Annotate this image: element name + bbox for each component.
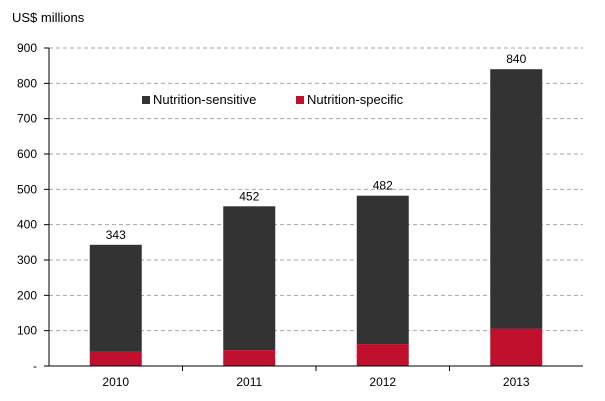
bar-segment-nutrition-specific [223,350,276,366]
x-tick-label: 2013 [503,375,530,389]
x-tick-label: 2011 [236,375,262,389]
x-tick-label: 2012 [369,375,396,389]
y-tick-label: 600 [17,147,37,161]
bar-segment-nutrition-specific [356,344,409,366]
y-tick-label: 300 [17,253,37,267]
bar-segment-nutrition-sensitive [356,195,409,345]
bar-segment-nutrition-specific [490,328,543,366]
y-axis-title: US$ millions [12,10,85,25]
y-tick-label: 200 [17,288,37,302]
y-tick-label: 100 [17,324,37,338]
legend: Nutrition-sensitive Nutrition-specific [142,92,404,107]
y-tick-label: 900 [17,41,37,55]
legend-label: Nutrition-sensitive [153,92,256,107]
y-tick-label: 400 [17,218,37,232]
y-tick-label: 500 [17,182,37,196]
total-label: 840 [506,52,526,66]
legend-swatch [296,96,304,104]
x-axis-ticks: 2010 2011 2012 2013 [102,366,530,389]
x-tick-label: 2010 [102,375,129,389]
bar-segment-nutrition-sensitive [490,69,543,329]
y-tick-label: - [33,359,37,373]
bars [89,69,543,366]
bar-segment-nutrition-sensitive [223,206,276,351]
bar-segment-nutrition-sensitive [89,244,142,352]
total-label: 482 [373,179,393,193]
y-tick-label: 800 [17,76,37,90]
total-labels: 343 452 482 840 [106,52,527,242]
total-label: 343 [106,228,126,242]
y-axis-ticks: - 100 200 300 400 500 600 700 800 900 [17,41,49,373]
legend-swatch [142,96,150,104]
total-label: 452 [239,189,259,203]
legend-label: Nutrition-specific [307,92,404,107]
bar-segment-nutrition-specific [89,351,142,366]
y-tick-label: 700 [17,112,37,126]
